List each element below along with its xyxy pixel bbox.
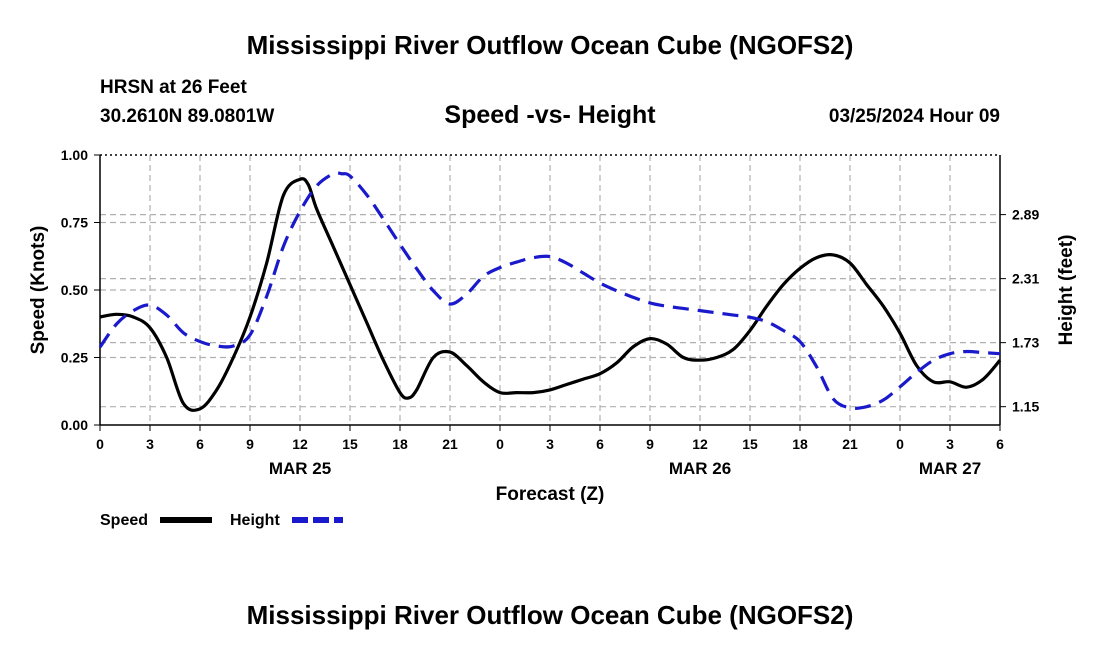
date-label: MAR 25 xyxy=(269,459,331,478)
x-tick-label: 6 xyxy=(596,436,604,452)
plot-frame xyxy=(94,154,1006,431)
y2-axis-title: Height (feet) xyxy=(1056,235,1077,346)
grid-layer xyxy=(100,155,1000,425)
x-axis-title: Forecast (Z) xyxy=(496,484,605,505)
chart-subtitle: Speed -vs- Height xyxy=(444,101,656,129)
station-coordinates: 30.2610N 89.0801W xyxy=(100,106,275,127)
x-tick-label: 15 xyxy=(342,436,358,452)
y2-tick-label: 2.89 xyxy=(1012,207,1039,223)
y2-tick-label: 2.31 xyxy=(1012,271,1039,287)
legend-label-speed: Speed xyxy=(100,512,148,529)
x-tick-label: 9 xyxy=(246,436,254,452)
x-tick-label: 6 xyxy=(196,436,204,452)
x-tick-label: 18 xyxy=(392,436,408,452)
station-label: HRSN at 26 Feet xyxy=(100,77,247,98)
y-axis-title: Speed (Knots) xyxy=(28,226,49,355)
x-tick-label: 3 xyxy=(546,436,554,452)
x-tick-label: 3 xyxy=(946,436,954,452)
x-tick-label: 0 xyxy=(896,436,904,452)
legend-label-height: Height xyxy=(230,512,280,529)
legend: Speed Height xyxy=(100,512,343,529)
x-tick-label: 21 xyxy=(842,436,858,452)
x-tick-label: 12 xyxy=(292,436,308,452)
x-tick-label: 15 xyxy=(742,436,758,452)
x-tick-label: 18 xyxy=(792,436,808,452)
footer-title: Mississippi River Outflow Ocean Cube (NG… xyxy=(246,600,854,630)
chart-main-title: Mississippi River Outflow Ocean Cube (NG… xyxy=(246,30,854,60)
series-line-speed xyxy=(99,177,1002,412)
date-label: MAR 27 xyxy=(919,459,981,478)
forecast-date: 03/25/2024 Hour 09 xyxy=(828,106,1000,127)
x-tick-label: 6 xyxy=(996,436,1004,452)
y2-tick-label: 1.73 xyxy=(1012,335,1039,351)
date-label: MAR 26 xyxy=(669,459,731,478)
y-tick-label: 0.00 xyxy=(61,417,88,433)
x-tick-label: 12 xyxy=(692,436,708,452)
label-layer: 0 3 6 9 12 15 18 21 0 3 6 9 12 15 18 21 0 3 6 0.00 0.25 0.50 0… xyxy=(28,147,1077,505)
series-layer xyxy=(98,171,1002,412)
y-tick-label: 0.50 xyxy=(61,282,88,298)
x-tick-label: 9 xyxy=(646,436,654,452)
y-tick-label: 0.25 xyxy=(61,350,88,366)
y-tick-label: 1.00 xyxy=(61,147,88,163)
y-tick-label: 0.75 xyxy=(61,215,88,231)
x-tick-label: 0 xyxy=(96,436,104,452)
x-tick-label: 3 xyxy=(146,436,154,452)
y2-tick-label: 1.15 xyxy=(1012,399,1039,415)
x-tick-label: 0 xyxy=(496,436,504,452)
x-tick-label: 21 xyxy=(442,436,458,452)
series-line-height xyxy=(98,171,1001,410)
